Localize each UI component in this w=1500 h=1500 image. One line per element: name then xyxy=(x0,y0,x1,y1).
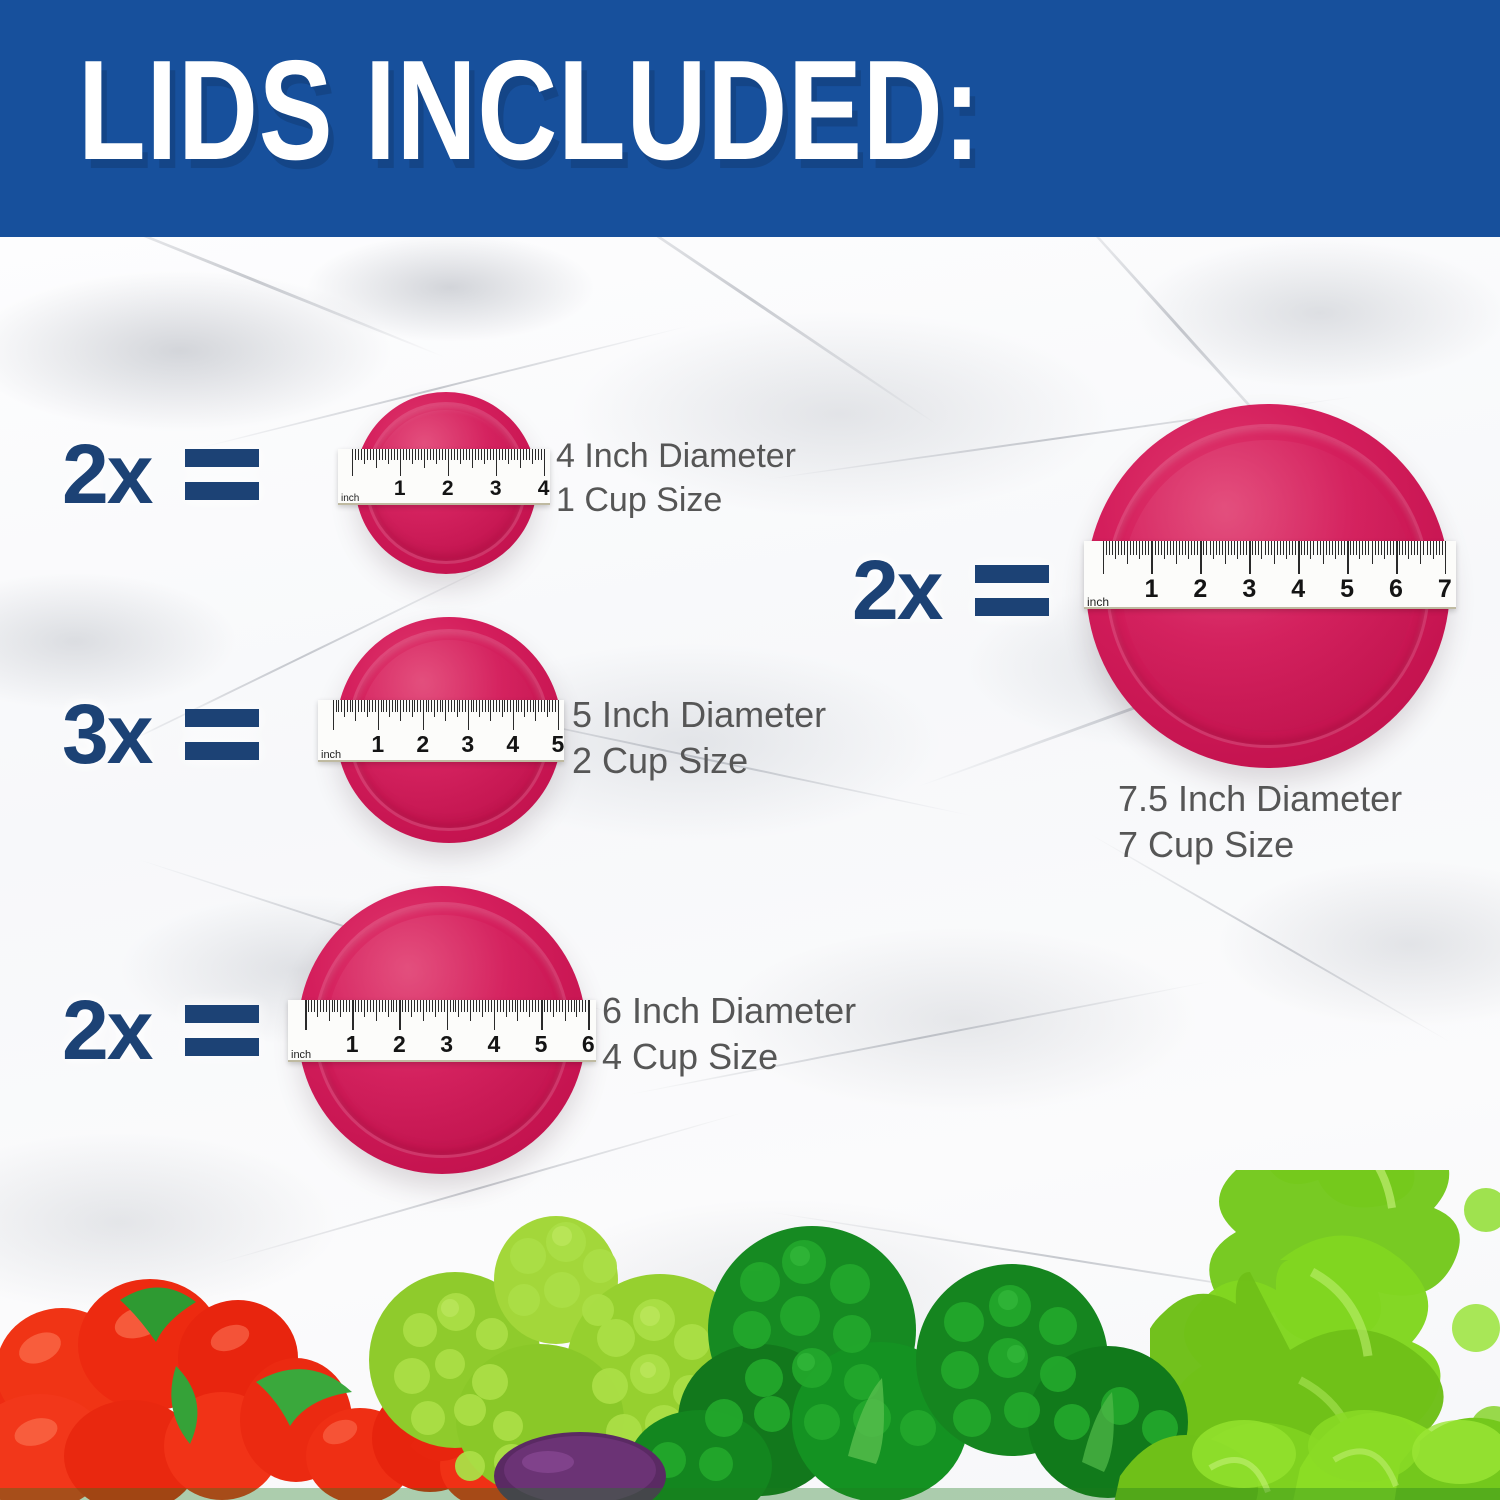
ruler-numbers: 1 2 3 4 5 6 7 xyxy=(1084,570,1456,609)
lid-1-cup-size-label: 4 Inch Diameter 1 Cup Size xyxy=(556,435,796,522)
lid-7-cup-ruler: 1 2 3 4 5 6 7 inch xyxy=(1084,541,1456,609)
lid-1-cup-ruler: 1 2 3 4 inch xyxy=(338,449,550,505)
lid-2-cup-size-label: 5 Inch Diameter 2 Cup Size xyxy=(572,692,826,784)
ruler-tick-label: 3 xyxy=(1242,574,1257,603)
header-banner: LIDS INCLUDED: xyxy=(0,0,1500,237)
ruler-tick-label: 4 xyxy=(506,730,520,757)
lid-4-cup-capacity: 4 Cup Size xyxy=(602,1036,779,1078)
ruler-baseline xyxy=(338,503,550,505)
lid-2-cup-count-group: 3x xyxy=(62,687,260,781)
lid-4-cup-count: 2x xyxy=(62,983,153,1077)
ruler-unit-label: inch xyxy=(1087,595,1110,609)
ruler-baseline xyxy=(318,760,564,762)
ruler-ticks xyxy=(338,449,550,476)
lid-1-cup-capacity: 1 Cup Size xyxy=(556,480,723,519)
ruler-tick-label: 4 xyxy=(487,1030,501,1057)
lid-2-cup-ruler: 1 2 3 4 5 inch xyxy=(318,700,564,762)
lid-4-cup-size-label: 6 Inch Diameter 4 Cup Size xyxy=(602,988,856,1080)
page-title: LIDS INCLUDED: xyxy=(78,31,982,190)
ruler-tick-label: 7 xyxy=(1437,574,1452,603)
ruler-tick-label: 1 xyxy=(345,1030,359,1057)
spinach-lettuce-bottom xyxy=(1114,1410,1500,1500)
lid-7-cup-capacity: 7 Cup Size xyxy=(1118,824,1295,866)
ruler-tick-label: 6 xyxy=(1388,574,1403,603)
ruler-tick-label: 2 xyxy=(392,1030,406,1057)
ruler-tick-label: 4 xyxy=(537,477,550,501)
ruler-unit-label: inch xyxy=(341,493,360,504)
ruler-ticks xyxy=(318,700,564,730)
ruler-tick-label: 5 xyxy=(534,1030,548,1057)
eggplant xyxy=(494,1432,666,1500)
ruler-tick-label: 5 xyxy=(1340,574,1354,603)
ruler-tick-label: 2 xyxy=(1193,574,1208,603)
lid-7-cup-size-label: 7.5 Inch Diameter 7 Cup Size xyxy=(1118,776,1402,868)
equals-icon xyxy=(975,564,1050,616)
lid-1-cup-count: 2x xyxy=(62,427,153,521)
lid-7-cup-count: 2x xyxy=(852,543,943,637)
lid-7-cup-count-group: 2x xyxy=(852,543,1050,637)
lid-7-cup-diameter: 7.5 Inch Diameter xyxy=(1118,778,1403,819)
ruler-tick-label: 4 xyxy=(1291,574,1306,603)
equals-icon xyxy=(185,1004,260,1056)
equals-icon xyxy=(185,708,260,760)
ruler-ticks xyxy=(288,1000,596,1030)
lid-2-cup-capacity: 2 Cup Size xyxy=(572,740,749,782)
lid-2-cup-count: 3x xyxy=(62,687,153,781)
ruler-numbers: 1 2 3 4 5 6 xyxy=(288,1026,596,1062)
ruler-unit-label: inch xyxy=(321,749,342,761)
ruler-tick-label: 5 xyxy=(551,730,564,757)
ruler-tick-label: 6 xyxy=(581,1030,595,1057)
lid-2-cup-diameter: 5 Inch Diameter xyxy=(572,694,827,735)
ruler-tick-label: 1 xyxy=(371,730,385,757)
ruler-tick-label: 3 xyxy=(489,477,502,501)
ruler-ticks xyxy=(1084,541,1456,574)
lid-4-cup-ruler: 1 2 3 4 5 6 inch xyxy=(288,1000,596,1062)
lid-4-cup-diameter: 6 Inch Diameter xyxy=(602,990,857,1031)
ruler-tick-label: 2 xyxy=(441,477,454,501)
lid-1-cup-count-group: 2x xyxy=(62,427,260,521)
lid-4-cup-count-group: 2x xyxy=(62,983,260,1077)
lid-1-cup-diameter: 4 Inch Diameter xyxy=(556,437,796,475)
ruler-tick-label: 3 xyxy=(461,730,475,757)
ruler-tick-label: 3 xyxy=(440,1030,454,1057)
ruler-tick-label: 1 xyxy=(393,477,406,501)
vegetable-border-decoration xyxy=(0,1170,1500,1500)
ruler-baseline xyxy=(1084,607,1456,609)
ruler-numbers: 1 2 3 4 5 xyxy=(318,726,564,762)
ruler-unit-label: inch xyxy=(291,1049,312,1061)
ruler-baseline xyxy=(288,1060,596,1062)
equals-icon xyxy=(185,448,260,500)
ruler-numbers: 1 2 3 4 xyxy=(338,473,550,505)
ruler-tick-label: 2 xyxy=(416,730,430,757)
broccoli-cluster xyxy=(628,1226,1188,1500)
ruler-tick-label: 1 xyxy=(1144,574,1159,603)
